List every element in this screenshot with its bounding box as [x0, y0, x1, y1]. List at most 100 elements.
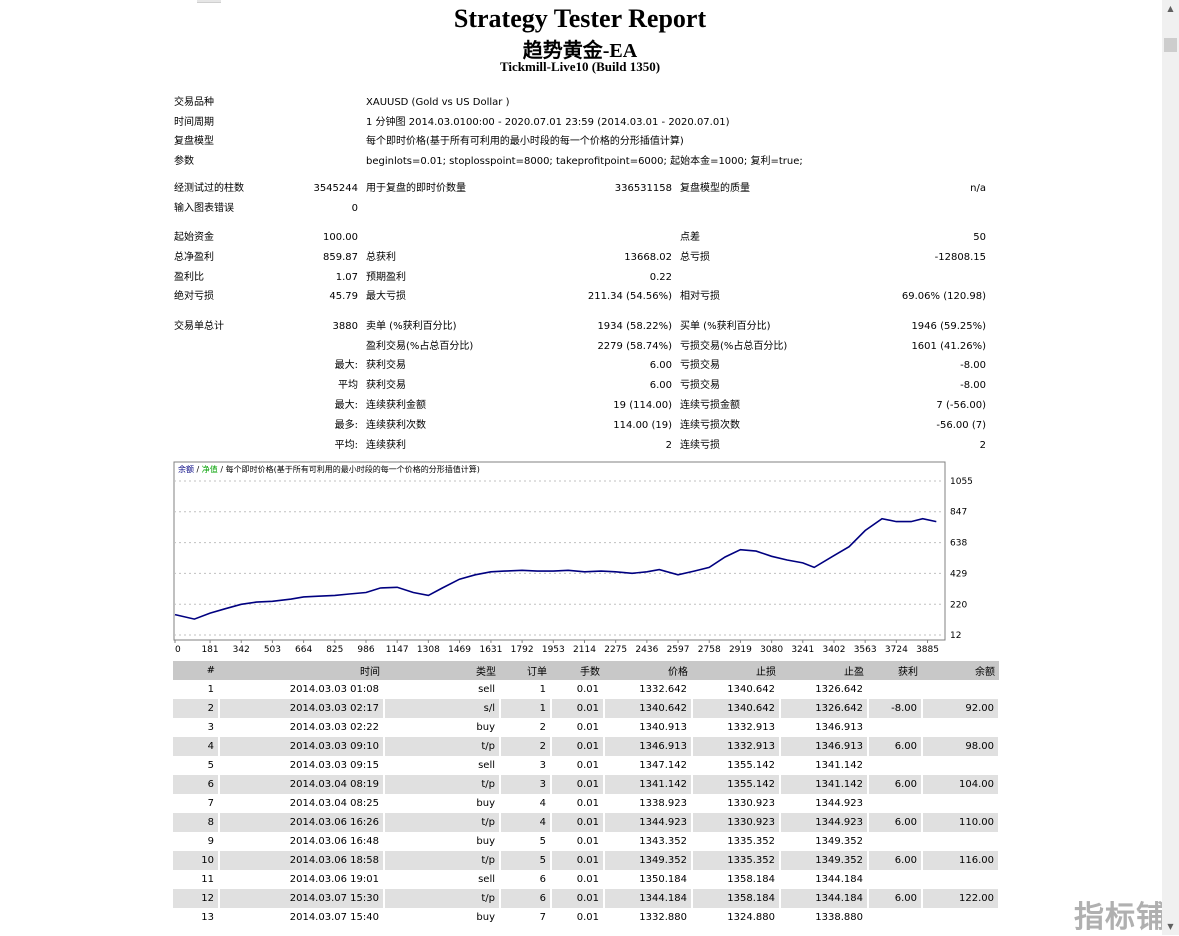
maximal-cons-loss-value: -56.00 (7)	[936, 420, 986, 431]
cell-tp: 1346.913	[780, 737, 869, 756]
cell-price: 1344.923	[604, 813, 693, 832]
cell-price: 1332.642	[604, 680, 693, 699]
info-value-period: 1 分钟图 2014.03.0100:00 - 2020.07.01 23:59…	[366, 117, 730, 128]
cell-tp: 1326.642	[780, 699, 869, 718]
avg-profit-value: 6.00	[649, 380, 672, 391]
y-tick-label: 12	[950, 631, 961, 641]
chart-y-axis: 1055 847 638 429 220 12	[950, 477, 973, 641]
cell-profit: 6.00	[868, 889, 923, 908]
report-title: Strategy Tester Report	[453, 4, 707, 33]
cell-number: 6	[173, 775, 220, 794]
y-tick-label: 220	[950, 600, 967, 610]
cell-tp: 1344.923	[780, 813, 869, 832]
top-edge-tab	[197, 0, 221, 3]
table-row: 5 2014.03.03 09:15 sell 3 0.01 1347.142 1355.1…	[173, 756, 1000, 775]
avg-loss-label: 亏损交易	[680, 380, 720, 391]
x-tick-label: 2275	[604, 645, 627, 655]
cell-lots: 0.01	[551, 832, 605, 851]
cell-sl: 1330.923	[692, 813, 781, 832]
abs-dd-label: 绝对亏损	[174, 291, 214, 302]
cell-type: s/l	[384, 699, 501, 718]
cell-sl: 1355.142	[692, 756, 781, 775]
ticks-label: 用于复盘的即时价数量	[366, 183, 466, 194]
cell-balance	[922, 680, 1000, 699]
x-tick-label: 1308	[417, 645, 440, 655]
x-tick-label: 181	[201, 645, 218, 655]
avg-cons-wins-value: 2	[665, 440, 672, 451]
cell-type: buy	[384, 908, 501, 927]
x-tick-label: 1631	[479, 645, 502, 655]
long-value: 1946 (59.25%)	[911, 321, 986, 332]
x-tick-label: 503	[264, 645, 281, 655]
scroll-down-icon[interactable]: ▼	[1167, 922, 1174, 931]
cell-profit	[868, 794, 923, 813]
cell-number: 10	[173, 851, 220, 870]
cell-number: 12	[173, 889, 220, 908]
cell-tp: 1326.642	[780, 680, 869, 699]
cell-profit	[868, 908, 923, 927]
max-cons-losses-label: 连续亏损金额	[680, 400, 740, 411]
largest-prefix: 最大:	[334, 360, 358, 371]
scroll-up-icon[interactable]: ▲	[1167, 4, 1174, 13]
quality-value: n/a	[970, 183, 986, 194]
cell-price: 1350.184	[604, 870, 693, 889]
cell-type: t/p	[384, 851, 501, 870]
cell-order: 1	[500, 680, 552, 699]
equity-chart: 1055 847 638 429 220 12 0 181 342 503 664 825 986 11…	[173, 461, 973, 655]
cell-order: 5	[500, 832, 552, 851]
largest-loss-value: -8.00	[960, 360, 986, 371]
cell-profit	[868, 756, 923, 775]
x-tick-label: 2758	[698, 645, 721, 655]
cell-price: 1338.923	[604, 794, 693, 813]
cell-tp: 1341.142	[780, 756, 869, 775]
y-tick-label: 847	[950, 508, 967, 518]
cell-time: 2014.03.06 19:01	[219, 870, 385, 889]
bars-label: 经测试过的柱数	[174, 183, 244, 194]
scroll-thumb[interactable]	[1164, 38, 1177, 52]
x-tick-label: 825	[326, 645, 343, 655]
y-tick-label: 638	[950, 539, 967, 549]
largest-profit-value: 6.00	[649, 360, 672, 371]
cell-order: 4	[500, 794, 552, 813]
vertical-scrollbar[interactable]: ▲ ▼	[1162, 0, 1179, 935]
cell-lots: 0.01	[551, 680, 605, 699]
cell-profit: 6.00	[868, 813, 923, 832]
short-value: 1934 (58.22%)	[597, 321, 672, 332]
errors-value: 0	[351, 203, 358, 214]
cell-time: 2014.03.03 02:22	[219, 718, 385, 737]
avg-profit-label: 获利交易	[366, 380, 406, 391]
cell-lots: 0.01	[551, 794, 605, 813]
maximal-cons-profit-label: 连续获利次数	[366, 420, 426, 431]
cell-time: 2014.03.03 01:08	[219, 680, 385, 699]
cell-type: t/p	[384, 813, 501, 832]
cell-profit: -8.00	[868, 699, 923, 718]
cell-balance	[922, 756, 1000, 775]
info-value-symbol: XAUUSD (Gold vs US Dollar )	[366, 97, 510, 108]
legend-balance: 余额	[178, 464, 194, 474]
total-value: 3880	[332, 321, 358, 332]
cell-lots: 0.01	[551, 813, 605, 832]
deposit-value: 100.00	[323, 232, 358, 243]
chart-legend: 余额 / 净值 / 每个即时价格(基于所有可利用的最小时段的每一个价格的分形插值…	[178, 464, 480, 474]
cell-tp: 1344.184	[780, 870, 869, 889]
cell-number: 8	[173, 813, 220, 832]
cell-profit	[868, 718, 923, 737]
cell-balance	[922, 870, 1000, 889]
col-header-number: #	[173, 661, 219, 680]
cell-type: buy	[384, 794, 501, 813]
avg-cons-wins-label: 连续获利	[366, 440, 406, 451]
info-label-params: 参数	[174, 156, 194, 167]
net-label: 总净盈利	[174, 252, 214, 263]
cell-time: 2014.03.04 08:25	[219, 794, 385, 813]
cell-number: 13	[173, 908, 220, 927]
cell-sl: 1335.352	[692, 832, 781, 851]
x-tick-label: 2919	[729, 645, 752, 655]
maximal-cons-profit-value: 114.00 (19)	[613, 420, 672, 431]
profit-trades-label: 盈利交易(%占总百分比)	[366, 341, 474, 352]
cell-time: 2014.03.03 02:17	[219, 699, 385, 718]
cell-time: 2014.03.04 08:19	[219, 775, 385, 794]
cell-type: t/p	[384, 737, 501, 756]
cell-number: 11	[173, 870, 220, 889]
cell-tp: 1344.184	[780, 889, 869, 908]
cell-tp: 1349.352	[780, 851, 869, 870]
